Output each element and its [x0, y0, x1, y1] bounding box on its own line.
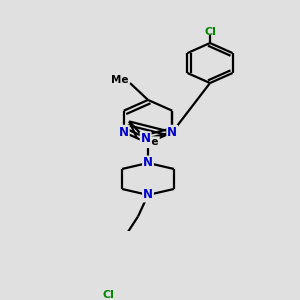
Text: N: N — [119, 126, 129, 139]
Text: Cl: Cl — [102, 290, 114, 300]
Text: N: N — [141, 132, 151, 146]
Text: N: N — [167, 126, 177, 139]
Text: Cl: Cl — [204, 27, 216, 37]
Text: Me: Me — [111, 75, 129, 85]
Text: N: N — [143, 157, 153, 169]
Text: Me: Me — [141, 137, 159, 147]
Text: N: N — [143, 188, 153, 202]
